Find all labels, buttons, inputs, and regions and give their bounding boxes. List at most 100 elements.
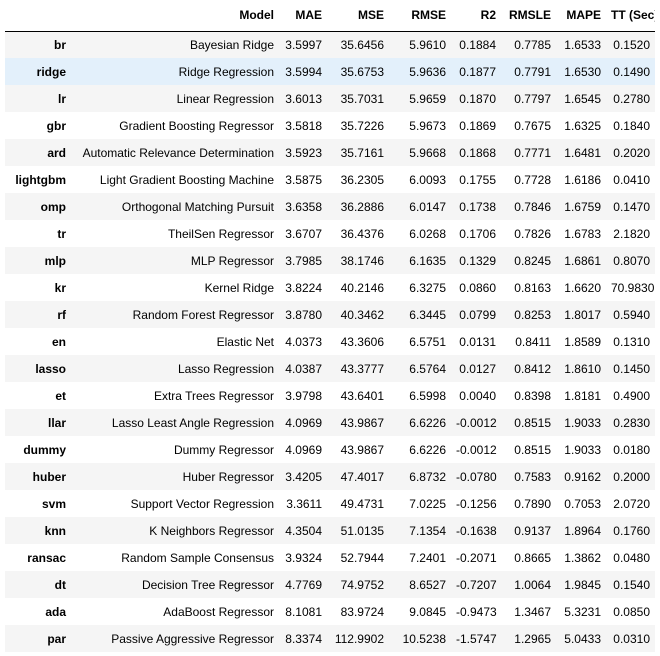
header-mape: MAPE: [556, 0, 606, 32]
cell-model: TheilSen Regressor: [167, 226, 274, 241]
cell-rmse: 6.5764: [409, 361, 446, 376]
cell-mape: 1.8017: [564, 307, 601, 322]
cell-mse: 52.7944: [340, 550, 384, 565]
cell-r2: -0.9473: [456, 604, 497, 619]
cell-mae: 3.5997: [285, 37, 322, 52]
cell-mape: 1.6186: [564, 172, 601, 187]
cell-index: br: [54, 37, 66, 52]
cell-r2: 0.1755: [459, 172, 496, 187]
cell-model: Elastic Net: [216, 334, 274, 349]
cell-tt-sec: 0.1760: [613, 523, 650, 538]
table-row: lr Linear Regression 3.6013 35.7031 5.9659 0.…: [5, 85, 655, 112]
cell-rmse: 5.9636: [409, 64, 446, 79]
cell-mape: 1.6620: [564, 280, 601, 295]
cell-index: huber: [32, 469, 66, 484]
cell-mape: 1.6481: [564, 145, 601, 160]
table-row: en Elastic Net 4.0373 43.3606 6.5751 0.0131 0.…: [5, 328, 655, 355]
cell-mae: 3.9324: [285, 550, 322, 565]
cell-r2: 0.1870: [459, 91, 496, 106]
cell-rmse: 10.5238: [402, 631, 446, 646]
cell-rmse: 6.6226: [409, 442, 446, 457]
cell-mse: 35.6456: [340, 37, 384, 52]
cell-mape: 0.7053: [564, 496, 601, 511]
cell-mae: 3.5994: [285, 64, 322, 79]
cell-rmsle: 0.8163: [514, 280, 551, 295]
cell-rmsle: 0.8412: [514, 361, 551, 376]
cell-mape: 1.8964: [564, 523, 601, 538]
cell-tt-sec: 0.2000: [613, 469, 650, 484]
table-row: lightgbm Light Gradient Boosting Machine 3…: [5, 166, 655, 193]
cell-rmse: 5.9659: [409, 91, 446, 106]
cell-mse: 43.3777: [340, 361, 384, 376]
table-row: lasso Lasso Regression 4.0387 43.3777 6.5764…: [5, 355, 655, 382]
cell-mae: 3.6358: [285, 199, 322, 214]
cell-mae: 3.8224: [285, 280, 322, 295]
cell-mse: 43.3606: [340, 334, 384, 349]
cell-index: gbr: [46, 118, 66, 133]
cell-tt-sec: 0.1470: [613, 199, 650, 214]
cell-tt-sec: 0.0180: [613, 442, 650, 457]
table-row: ada AdaBoost Regressor 8.1081 83.9724 9.0845…: [5, 598, 655, 625]
cell-r2: 0.1329: [459, 253, 496, 268]
cell-mae: 4.0387: [285, 361, 322, 376]
cell-mse: 40.2146: [340, 280, 384, 295]
cell-rmse: 7.1354: [409, 523, 446, 538]
cell-mae: 3.3611: [286, 496, 322, 511]
cell-rmsle: 0.8515: [514, 415, 551, 430]
cell-index: dt: [54, 577, 66, 592]
cell-rmsle: 0.8411: [515, 334, 551, 349]
cell-mape: 0.9162: [564, 469, 601, 484]
cell-model: Random Sample Consensus: [121, 550, 274, 565]
cell-mape: 1.9845: [564, 577, 601, 592]
cell-r2: 0.1706: [459, 226, 496, 241]
cell-mae: 3.6013: [285, 91, 322, 106]
cell-model: Gradient Boosting Regressor: [119, 118, 274, 133]
table-row: svm Support Vector Regression 3.3611 49.473…: [5, 490, 655, 517]
cell-r2: -1.5747: [456, 631, 497, 646]
cell-mape: 1.9033: [564, 442, 601, 457]
header-index: [5, 0, 71, 32]
cell-rmsle: 0.7583: [514, 469, 551, 484]
cell-rmsle: 1.0064: [514, 577, 551, 592]
cell-rmsle: 0.7826: [514, 226, 551, 241]
table-row: br Bayesian Ridge 3.5997 35.6456 5.9610 0.188…: [5, 31, 655, 58]
cell-r2: 0.1884: [459, 37, 496, 52]
table-row: gbr Gradient Boosting Regressor 3.5818 35.7…: [5, 112, 655, 139]
cell-tt-sec: 2.0720: [613, 496, 650, 511]
table-row: huber Huber Regressor 3.4205 47.4017 6.8732-…: [5, 463, 655, 490]
cell-mape: 1.9033: [564, 415, 601, 430]
cell-mse: 43.9867: [340, 442, 384, 457]
cell-rmse: 6.3275: [409, 280, 446, 295]
cell-rmsle: 0.8245: [514, 253, 551, 268]
cell-mse: 40.3462: [340, 307, 384, 322]
cell-model: Lasso Least Angle Regression: [111, 415, 274, 430]
cell-mae: 3.5818: [285, 118, 322, 133]
cell-tt-sec: 70.9830: [611, 280, 655, 295]
table-row: ard Automatic Relevance Determination 3.59…: [5, 139, 655, 166]
header-tt-sec: TT (Sec): [606, 0, 655, 32]
cell-mape: 1.8610: [564, 361, 601, 376]
cell-index: ridge: [36, 64, 66, 79]
cell-rmsle: 1.3467: [514, 604, 551, 619]
cell-mse: 51.0135: [340, 523, 384, 538]
cell-rmse: 6.5751: [409, 334, 446, 349]
cell-rmsle: 0.8398: [514, 388, 551, 403]
cell-index: lightgbm: [15, 172, 66, 187]
cell-mae: 3.4205: [285, 469, 322, 484]
cell-mae: 3.9798: [285, 388, 322, 403]
table-row: llar Lasso Least Angle Regression 4.0969 43…: [5, 409, 655, 436]
cell-model: Extra Trees Regressor: [153, 388, 274, 403]
cell-rmsle: 0.7771: [514, 145, 551, 160]
cell-rmsle: 1.2965: [514, 631, 551, 646]
cell-tt-sec: 0.0410: [613, 172, 650, 187]
cell-r2: 0.0127: [459, 361, 496, 376]
table-row: ransac Random Sample Consensus 3.9324 52.79…: [5, 544, 655, 571]
cell-mape: 1.6759: [564, 199, 601, 214]
cell-index: et: [55, 388, 66, 403]
table-row: ridge Ridge Regression 3.5994 35.6753 5.9636…: [5, 58, 655, 85]
cell-index: omp: [40, 199, 66, 214]
cell-tt-sec: 2.1820: [613, 226, 650, 241]
cell-mape: 1.3862: [564, 550, 601, 565]
table-row: kr Kernel Ridge 3.8224 40.2146 6.3275 0.0860 0…: [5, 274, 655, 301]
cell-model: Light Gradient Boosting Machine: [99, 172, 274, 187]
